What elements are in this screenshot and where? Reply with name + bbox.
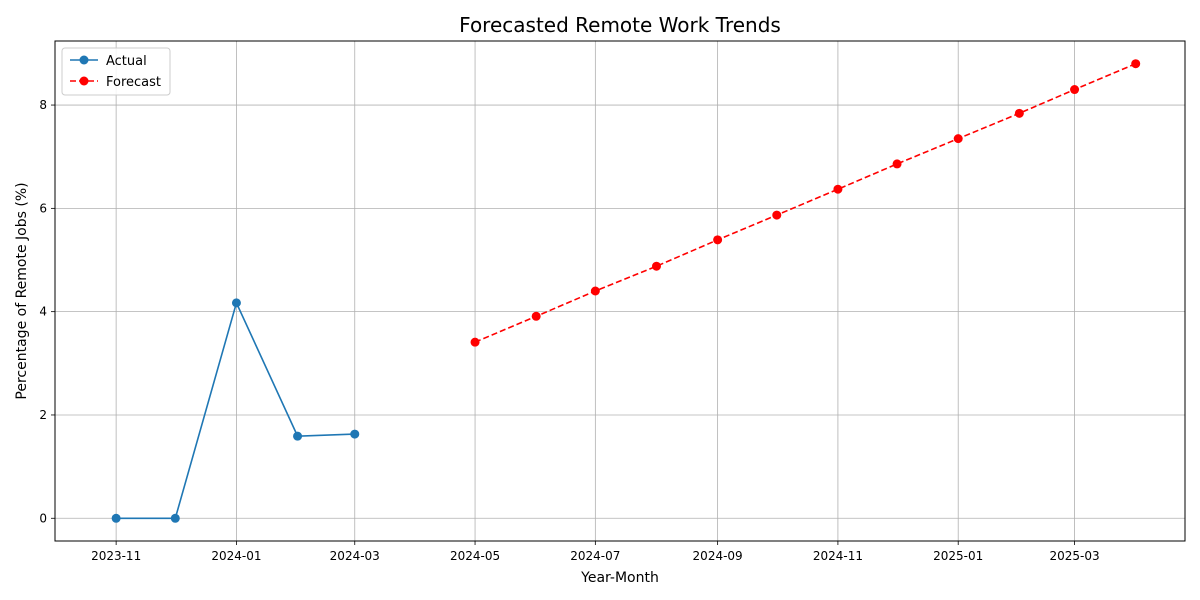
actual-data-point: [293, 431, 303, 441]
series-layer: [111, 59, 1141, 523]
forecast-data-point: [772, 210, 782, 220]
legend: Actual Forecast: [61, 47, 171, 96]
forecast-data-point: [1014, 108, 1024, 118]
actual-data-point: [111, 513, 121, 523]
actual-data-point: [350, 429, 360, 439]
forecast-series-line: [474, 62, 1137, 343]
y-tick-label: 4: [39, 305, 47, 319]
chart-title: Forecasted Remote Work Trends: [459, 13, 781, 37]
x-tick-label: 2023-11: [91, 549, 141, 563]
y-tick-label: 0: [39, 511, 47, 525]
actual-data-point: [170, 513, 180, 523]
x-tick-label: 2025-03: [1049, 549, 1099, 563]
x-tick-label: 2024-01: [211, 549, 261, 563]
x-tick-label: 2024-03: [330, 549, 380, 563]
plot-frame: [54, 40, 1186, 542]
x-tick-label: 2025-01: [933, 549, 983, 563]
forecast-data-point: [953, 134, 963, 144]
forecast-data-point: [892, 159, 902, 169]
forecast-data-point: [1131, 59, 1141, 69]
x-tick-label: 2024-11: [813, 549, 863, 563]
forecast-data-point: [590, 286, 600, 296]
x-axis-title: Year-Month: [580, 570, 659, 586]
x-tick-label: 2024-07: [570, 549, 620, 563]
legend-actual-marker: [79, 55, 89, 65]
forecast-data-point: [651, 261, 661, 271]
actual-series-line: [116, 300, 355, 520]
x-tick-label: 2024-09: [693, 549, 743, 563]
legend-actual-label: Actual: [106, 54, 147, 69]
legend-forecast-marker: [79, 76, 89, 86]
y-tick-label: 8: [39, 98, 47, 112]
forecast-data-point: [1070, 85, 1080, 95]
y-tick-label: 2: [39, 408, 47, 422]
actual-data-point: [231, 298, 241, 308]
ticks: 2023-11 2024-01 2024-03 2024-05 2024-07 2024-…: [39, 98, 1099, 563]
grid: [55, 41, 1185, 541]
forecast-data-point: [470, 337, 480, 347]
forecast-data-point: [531, 311, 541, 321]
x-tick-label: 2024-05: [450, 549, 500, 563]
legend-forecast-label: Forecast: [106, 75, 161, 90]
y-tick-label: 6: [39, 201, 47, 215]
forecast-data-point: [713, 235, 723, 245]
forecast-data-point: [833, 184, 843, 194]
y-axis-title: Percentage of Remote Jobs (%): [14, 182, 30, 399]
